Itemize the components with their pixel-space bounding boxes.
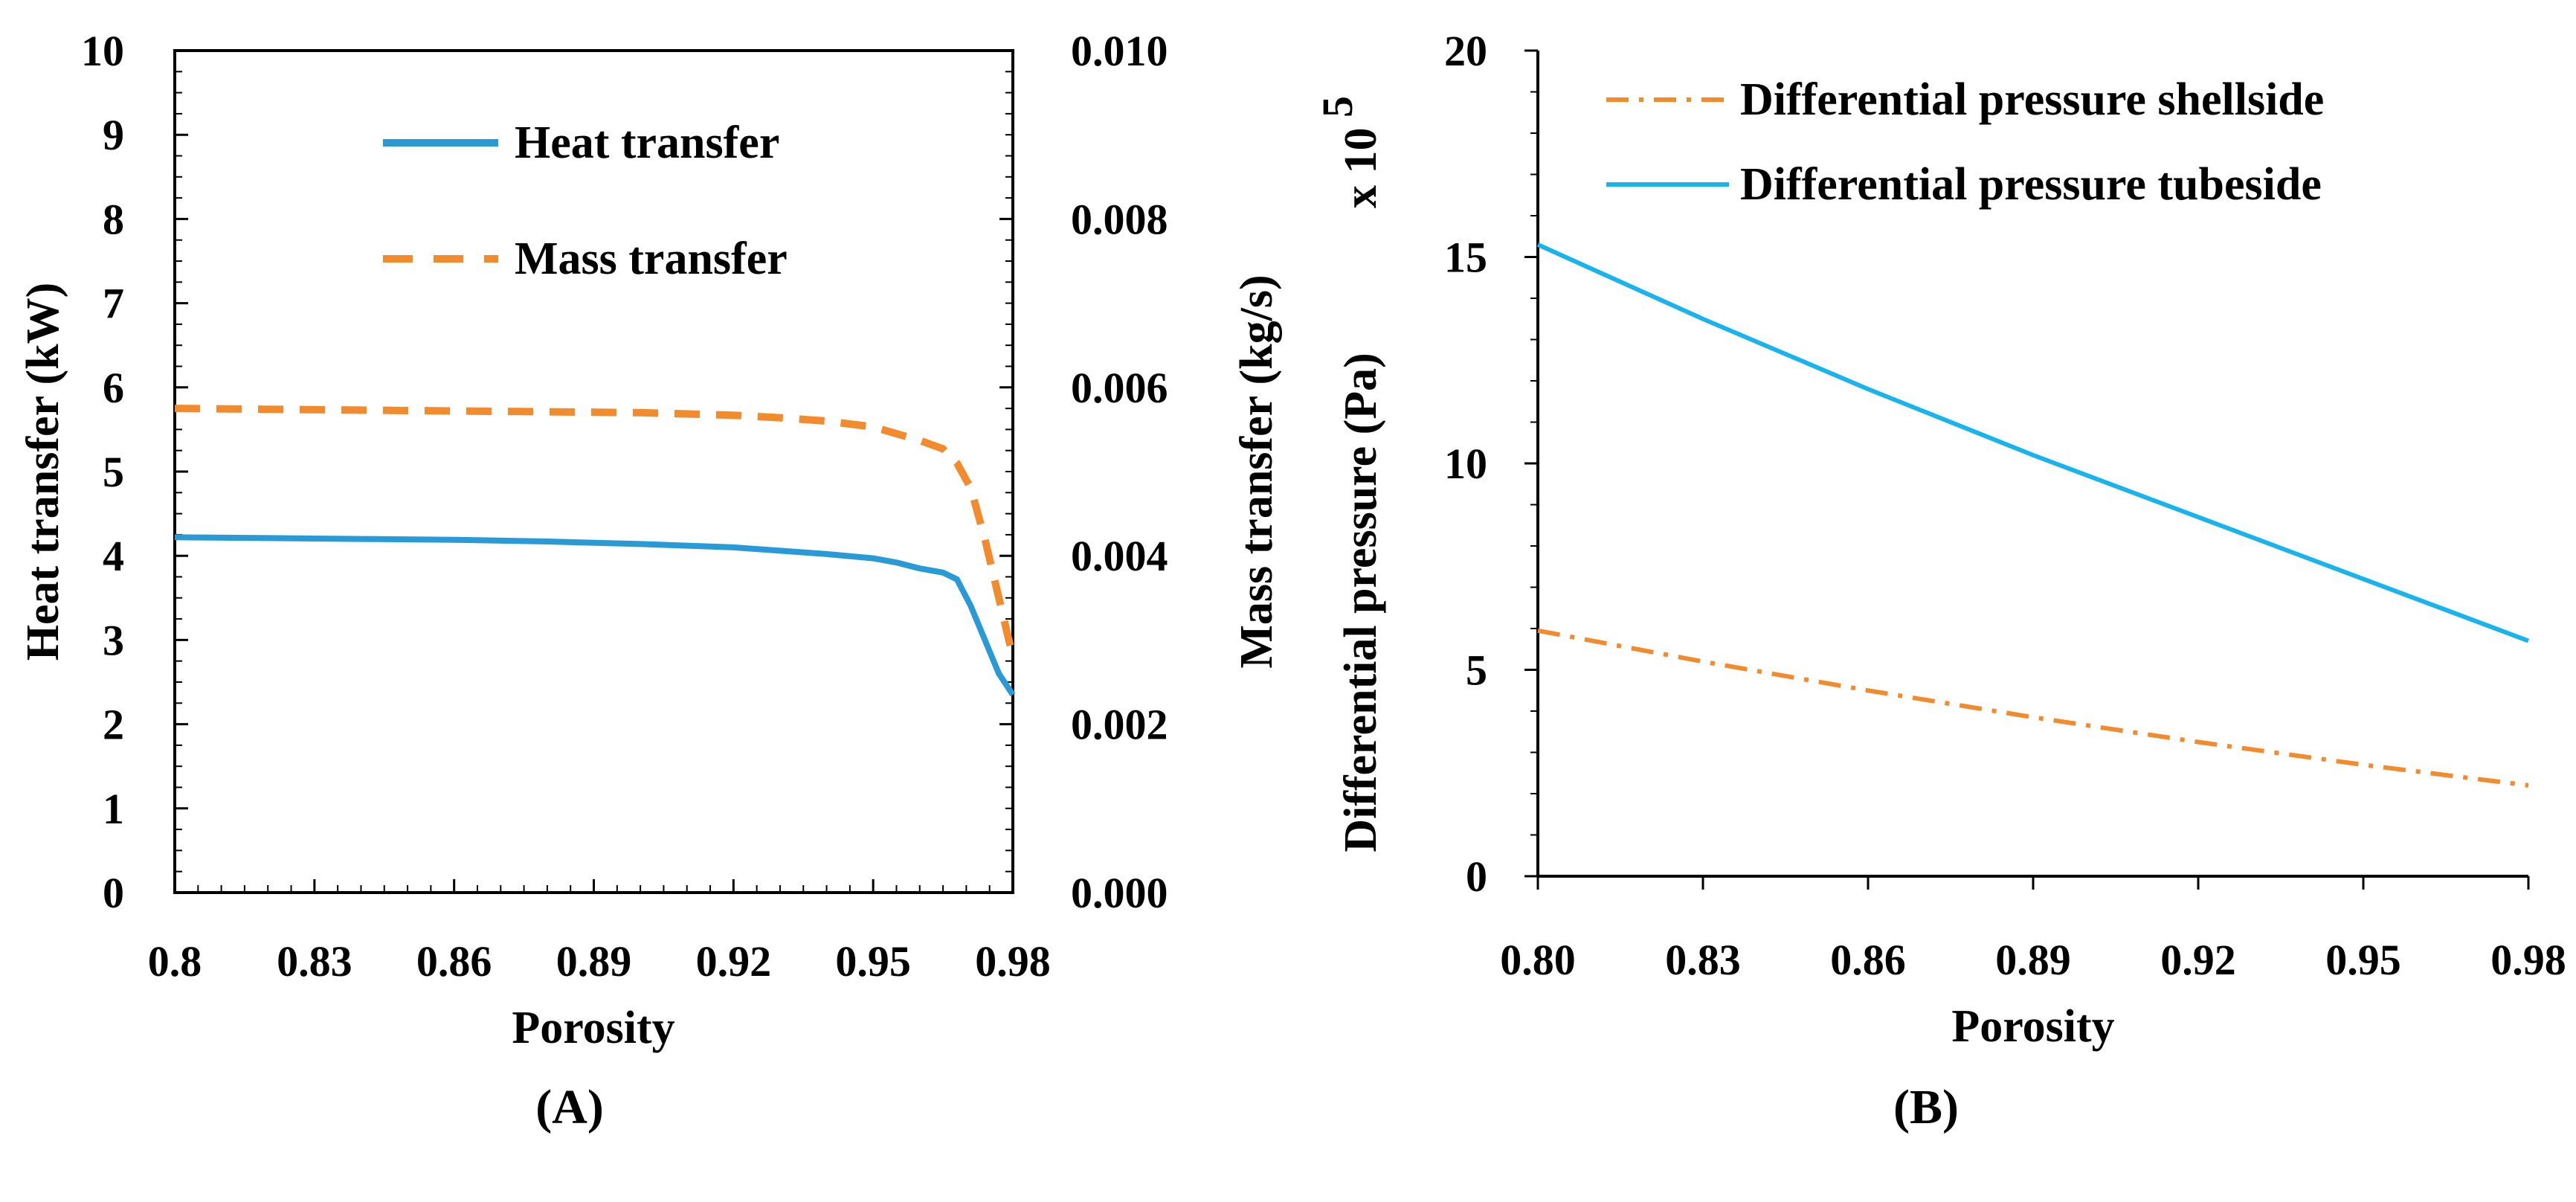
y-tick-label: 1 xyxy=(103,785,124,833)
x-tick-label: 0.80 xyxy=(1500,936,1576,984)
y2-tick-label: 0.010 xyxy=(1071,27,1168,75)
x-tick-label: 0.92 xyxy=(696,937,772,986)
legend-label-0: Differential pressure shellside xyxy=(1740,74,2324,125)
y-tick-label: 8 xyxy=(103,195,124,243)
y2-tick-label: 0.006 xyxy=(1071,364,1168,412)
y-tick-label: 10 xyxy=(1444,440,1487,488)
y2-tick-label: 0.002 xyxy=(1071,701,1168,749)
y-tick-label: 0 xyxy=(103,869,124,917)
y2-tick-label: 0.008 xyxy=(1071,195,1168,243)
x-tick-label: 0.86 xyxy=(1830,936,1906,984)
x-tick-label: 0.92 xyxy=(2160,936,2236,984)
x-tick-label: 0.83 xyxy=(277,937,352,986)
y-multiplier-exponent: 5 xyxy=(1313,96,1362,118)
x-axis-title: Porosity xyxy=(1951,1001,2114,1052)
y-tick-label: 0 xyxy=(1466,852,1487,901)
panel-a-label: (A) xyxy=(535,1080,604,1134)
legend-label-0: Heat transfer xyxy=(515,118,779,168)
y-tick-label: 2 xyxy=(103,701,124,749)
y2-tick-label: 0.000 xyxy=(1071,869,1168,917)
series-line-shellside xyxy=(1537,628,2529,788)
legend-label-1: Mass transfer xyxy=(515,234,788,284)
x-tick-label: 0.8 xyxy=(148,937,202,986)
series-line-heat-transfer xyxy=(174,534,1016,697)
y-tick-label: 4 xyxy=(103,532,124,580)
x-tick-label: 0.86 xyxy=(416,937,492,986)
x-tick-label: 0.89 xyxy=(556,937,632,986)
x-tick-label: 0.98 xyxy=(975,937,1051,986)
y-multiplier-label: x 10 xyxy=(1336,128,1386,209)
y-tick-label: 7 xyxy=(103,280,124,328)
x-tick-label: 0.89 xyxy=(1995,936,2071,984)
y-tick-label: 5 xyxy=(1466,646,1487,695)
x-axis-title: Porosity xyxy=(512,1003,674,1053)
y-axis-title: Heat transfer (kW) xyxy=(18,283,68,661)
panel-b-chart: 0.80 0.83 0.86 0.89 0.92 0.95 0.98 0 5 10 15 20 Diff… xyxy=(1313,27,2566,1052)
y-tick-label: 9 xyxy=(103,111,124,159)
series-line-mass-transfer xyxy=(174,405,1017,658)
x-tick-label: 0.95 xyxy=(835,937,911,986)
x-tick-label: 0.98 xyxy=(2490,936,2566,984)
y2-axis-title: Mass transfer (kg/s) xyxy=(1231,274,1282,668)
series-line-tubeside xyxy=(1536,242,2530,643)
panel-b-label: (B) xyxy=(1893,1080,1959,1134)
y2-tick-label: 0.004 xyxy=(1071,532,1168,580)
y-axis-title: Differential pressure (Pa) xyxy=(1336,353,1386,852)
y-tick-label: 20 xyxy=(1444,27,1487,75)
x-tick-label: 0.83 xyxy=(1665,936,1741,984)
legend-label-1: Differential pressure tubeside xyxy=(1740,159,2322,210)
y-tick-label: 6 xyxy=(103,364,124,412)
y-tick-label: 10 xyxy=(81,27,124,75)
plot-frame-a xyxy=(173,49,1014,894)
panel-a-chart: 0.8 0.83 0.86 0.89 0.92 0.95 0.98 0 1 2 3 4 5 6 7 8 9 10 0… xyxy=(18,27,1282,1053)
y-tick-label: 15 xyxy=(1444,234,1487,282)
y-tick-label: 5 xyxy=(103,448,124,496)
y-tick-label: 3 xyxy=(103,616,124,664)
x-tick-label: 0.95 xyxy=(2325,936,2401,984)
